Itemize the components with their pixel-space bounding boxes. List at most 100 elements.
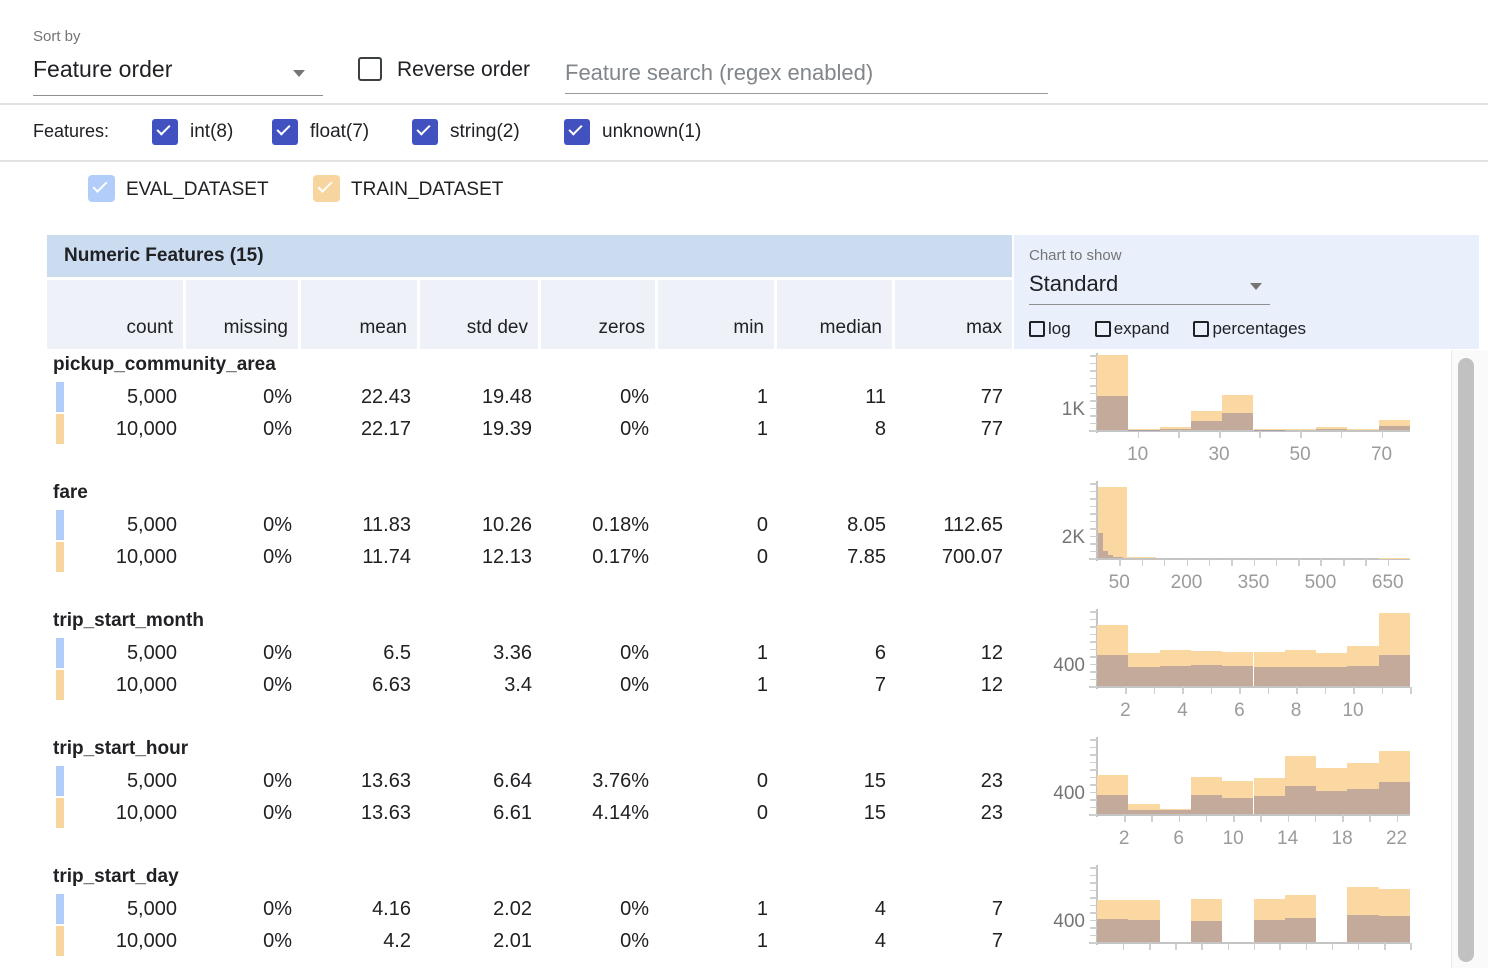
chart-to-show-label: Chart to show xyxy=(1029,247,1122,264)
check-icon xyxy=(568,121,583,136)
histogram-chart[interactable]: 400 xyxy=(1053,865,1412,950)
y-tick xyxy=(1090,656,1097,658)
histogram-chart[interactable]: 2K 50 200 350 500 650 xyxy=(1062,481,1410,593)
x-tick xyxy=(1201,943,1203,950)
eval-histogram-bar xyxy=(1316,666,1348,686)
eval-dataset-checkbox[interactable] xyxy=(88,175,115,202)
x-tick xyxy=(1227,943,1230,950)
y-axis-label: 400 xyxy=(1053,911,1085,932)
stat-value: 12.13 xyxy=(481,545,532,568)
x-tick xyxy=(1381,431,1384,438)
percentages-checkbox[interactable] xyxy=(1193,321,1210,337)
y-tick xyxy=(1090,746,1097,748)
x-tick xyxy=(1151,815,1153,822)
histogram-chart[interactable]: 400 2 4 6 8 10 xyxy=(1053,609,1412,721)
y-tick xyxy=(1090,550,1097,552)
x-tick xyxy=(1178,815,1181,822)
stat-value: 77 xyxy=(980,385,1003,408)
x-tick-label: 500 xyxy=(1304,572,1337,593)
filter-checkbox-unknown[interactable] xyxy=(564,119,590,145)
train-histogram-bar xyxy=(1347,429,1379,430)
x-tick xyxy=(1210,687,1213,694)
stat-value: 5,000 xyxy=(126,513,177,536)
stat-value: 5,000 xyxy=(126,641,177,664)
x-tick xyxy=(1124,815,1126,822)
filter-checkbox-float[interactable] xyxy=(272,119,298,145)
eval-histogram-bar xyxy=(1347,788,1379,814)
chevron-down-icon xyxy=(1250,283,1262,290)
chevron-down-icon xyxy=(293,70,305,77)
eval-stats-row: 5,000 0% 13.63 6.64 3.76% 0 15 23 xyxy=(47,766,1012,796)
check-icon xyxy=(317,178,333,193)
x-tick xyxy=(1205,815,1208,822)
y-tick xyxy=(1090,919,1097,921)
train-color-swatch-icon xyxy=(56,414,64,444)
x-tick xyxy=(1153,687,1156,694)
feature-name: fare xyxy=(53,482,88,503)
eval-histogram-bar xyxy=(1284,786,1317,814)
stat-value: 8 xyxy=(874,417,886,440)
stat-value: 3.76% xyxy=(592,769,649,792)
eval-histogram-bar xyxy=(1159,428,1191,430)
stat-value: 10,000 xyxy=(115,801,177,824)
stat-value: 22.43 xyxy=(360,385,411,408)
reverse-order-checkbox[interactable] xyxy=(358,57,382,81)
y-tick xyxy=(1090,535,1097,537)
y-tick xyxy=(1090,761,1097,763)
y-tick xyxy=(1090,618,1097,620)
stat-value: 7 xyxy=(991,929,1003,952)
x-tick xyxy=(1259,431,1261,438)
train-histogram-bar xyxy=(1128,429,1160,430)
chart-toggle-row: log expand percentages xyxy=(1029,319,1330,339)
y-tick xyxy=(1090,611,1097,613)
sort-by-select[interactable]: Feature order xyxy=(33,56,323,96)
x-tick xyxy=(1253,559,1255,566)
stat-value: 7.85 xyxy=(847,545,886,568)
stat-value: 0% xyxy=(620,929,649,952)
feature-rows-container: pickup_community_area 5,000 0% 22.43 19.48 0… xyxy=(0,352,1488,968)
stat-value: 6.5 xyxy=(383,641,411,664)
stat-value: 10,000 xyxy=(115,929,177,952)
column-header-min: min xyxy=(658,280,777,349)
train-stats-row: 10,000 0% 6.63 3.4 0% 1 7 12 xyxy=(47,670,1012,700)
stat-value: 10,000 xyxy=(115,417,177,440)
train-histogram-bar xyxy=(1378,888,1410,942)
x-tick xyxy=(1369,815,1371,822)
expand-checkbox[interactable] xyxy=(1094,321,1111,337)
filter-checkbox-int[interactable] xyxy=(152,119,178,145)
train-histogram-bar xyxy=(1378,751,1410,814)
stat-value: 0 xyxy=(756,769,768,792)
log-checkbox[interactable] xyxy=(1029,321,1045,337)
y-tick xyxy=(1090,648,1097,650)
eval-histogram-bar xyxy=(1253,666,1285,686)
scrollbar-thumb[interactable] xyxy=(1458,358,1474,962)
filter-checkbox-string[interactable] xyxy=(412,119,438,145)
train-stats-row: 10,000 0% 13.63 6.61 4.14% 0 15 23 xyxy=(47,798,1012,828)
features-filter-label: Features: xyxy=(33,121,110,141)
y-tick xyxy=(1090,392,1097,394)
feature-search-input[interactable] xyxy=(565,52,1048,94)
y-tick xyxy=(1090,874,1097,876)
train-histogram-bar xyxy=(1190,410,1223,430)
check-icon xyxy=(92,178,108,193)
eval-histogram-bar xyxy=(1190,421,1223,430)
eval-histogram-bar xyxy=(1097,654,1129,686)
stat-value: 6.64 xyxy=(493,769,532,792)
x-tick xyxy=(1175,943,1177,950)
train-histogram-bar xyxy=(1097,900,1129,942)
x-tick-label: 18 xyxy=(1331,828,1353,849)
x-tick-label: 2 xyxy=(1120,700,1131,721)
eval-histogram-bar xyxy=(1103,551,1109,558)
y-tick xyxy=(1090,776,1097,778)
train-dataset-checkbox[interactable] xyxy=(313,175,340,202)
chart-to-show-select[interactable]: Standard xyxy=(1029,271,1270,305)
stat-value: 0 xyxy=(756,801,768,824)
histogram-chart[interactable]: 1K 10 30 50 70 xyxy=(1062,353,1410,465)
histogram-chart[interactable]: 400 2 6 10 14 18 22 xyxy=(1053,737,1410,849)
x-tick xyxy=(1353,687,1355,694)
feature-search-field xyxy=(565,52,1048,94)
reverse-order-label: Reverse order xyxy=(397,58,531,81)
stat-value: 0% xyxy=(263,897,292,920)
stat-value: 12 xyxy=(980,673,1003,696)
y-tick xyxy=(1090,400,1097,402)
